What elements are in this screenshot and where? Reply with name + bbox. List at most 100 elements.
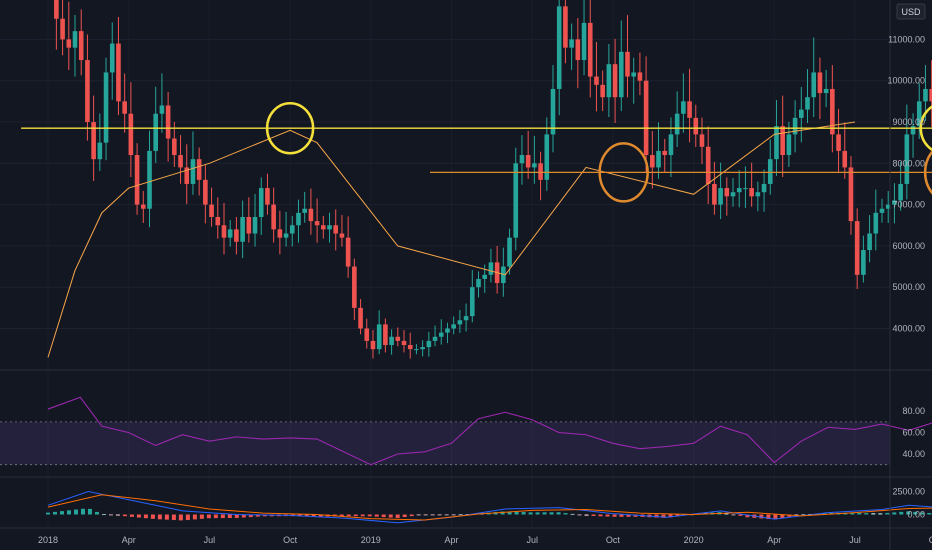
macd-histogram-bar [458,514,463,516]
macd-histogram-bar [353,514,358,517]
ma-line [47,121,856,358]
currency-badge[interactable] [896,3,926,20]
macd-histogram-bar [591,514,596,516]
candle-body [712,183,717,205]
candle-body [718,188,723,205]
macd-histogram-bar [514,511,519,515]
time-tick-label: Jul [204,535,216,545]
macd-histogram-bar [66,510,71,515]
candle-body [861,250,866,275]
candles [54,0,932,359]
candle-body [339,233,345,238]
candle-body [587,22,593,77]
candle-body [438,332,444,337]
macd-histogram-bar [542,512,547,515]
macd-histogram-bar [339,514,344,517]
macd-histogram-bar [563,513,568,515]
circle-oct-2020-upper [919,105,932,152]
time-tick-label: Apr [122,535,136,545]
candle-body [147,150,152,209]
macd-histogram-bar [360,514,365,517]
macd-histogram-bar [157,514,162,520]
macd-histogram-bar [80,508,85,515]
macd-histogram-bar [416,514,421,516]
macd-tick-label: 2500.00 [892,487,925,497]
macd-histogram-bar [885,512,890,515]
macd-histogram-bar [675,514,680,517]
macd-histogram-bar [101,514,106,516]
candle-body [265,188,270,205]
candle-body [420,347,425,350]
macd-tick-label: 0.00 [907,510,925,520]
macd-histogram-bar [220,514,225,519]
candle-body [395,336,401,341]
candle-body [165,105,171,139]
candle-body [407,345,413,350]
macd-histogram-bar [451,514,456,516]
price-tick-label: 4000.00 [892,324,925,334]
candle-body [178,155,183,168]
macd-histogram-bar [143,514,148,519]
candle-body [476,278,481,288]
candle-body [631,72,636,77]
rsi-band-fill [0,421,890,465]
candle-body [780,126,785,156]
macd-histogram-bar [248,514,253,518]
candle-body [625,51,630,77]
candle-body [445,328,450,333]
macd-histogram-bar [311,514,316,517]
time-tick-label: 2018 [38,535,58,545]
macd-histogram-bar [584,514,589,516]
macd-histogram-bar [304,514,309,517]
macd-histogram-bar [920,512,925,515]
macd-histogram-bar [255,514,260,517]
macd-histogram-bar [52,511,57,515]
macd-line [47,490,932,524]
candle-body [109,43,115,73]
candle-body [662,150,668,156]
rsi-tick-label: 40.00 [902,449,925,459]
candle-body [333,225,339,234]
candle-body [85,60,90,122]
macd-histogram-bar [388,514,393,518]
candle-body [364,328,370,341]
candle-body [830,88,835,135]
candle-body [488,262,494,275]
candle-body [172,138,177,156]
candle-body [525,155,531,168]
macd-histogram-bar [535,512,540,515]
moving-average [47,121,856,358]
macd-histogram-bar [94,511,99,515]
candle-body [618,51,624,98]
candle-body [352,266,357,308]
candle-body [469,287,475,317]
macd-histogram-bar [150,514,155,519]
candle-body [140,204,146,209]
candle-body [196,159,202,180]
macd-histogram-bar [780,514,785,519]
candle-body [898,183,903,201]
candle-body [600,84,605,98]
candle-body [612,64,618,98]
macd-histogram-bar [46,512,50,515]
macd-histogram-bar [549,512,554,515]
macd-histogram-bar [213,514,218,519]
candle-body [786,134,792,156]
macd-histogram-bar [227,514,232,519]
macd-pane [46,490,932,524]
candle-body [792,117,798,135]
candle-body [97,142,103,160]
candle-body [376,324,382,350]
macd-histogram-bar [409,514,414,517]
macd-histogram-bar [633,514,638,517]
macd-histogram-bar [73,509,78,515]
macd-histogram-bar [402,514,407,518]
candle-body [805,97,810,110]
time-tick-label: Jul [526,535,538,545]
candle-body [451,324,456,329]
macd-histogram-bar [528,512,533,515]
candle-body [929,88,932,102]
candle-body [401,340,407,346]
